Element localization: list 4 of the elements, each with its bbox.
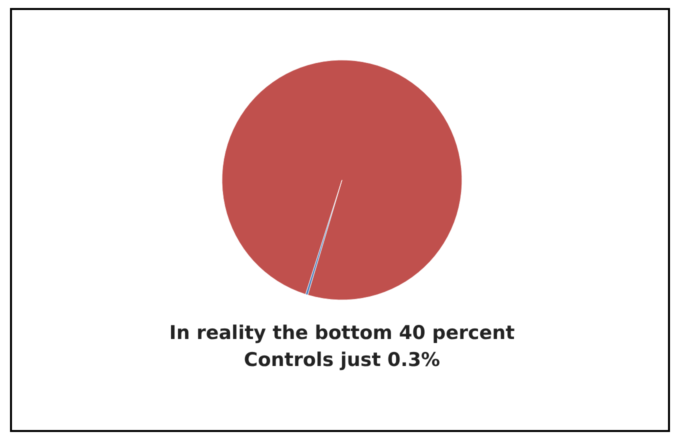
text: In reality the bottom 40 percent	[169, 322, 515, 344]
pie-slice	[305, 180, 342, 296]
pie-slice	[222, 60, 462, 300]
text: Controls just 0.3%	[244, 349, 440, 371]
